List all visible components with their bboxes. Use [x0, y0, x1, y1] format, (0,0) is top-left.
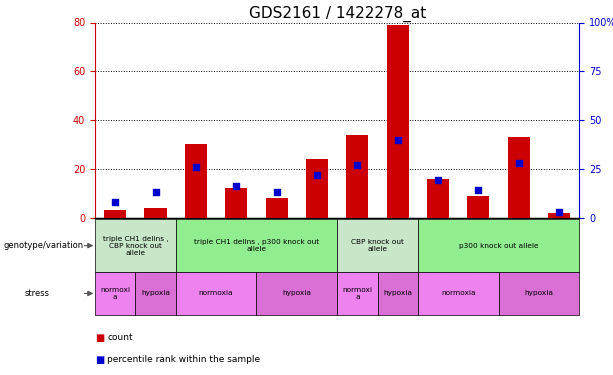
Text: hypoxia: hypoxia — [283, 290, 311, 296]
Point — [433, 177, 443, 183]
Point — [393, 136, 403, 142]
Text: hypoxia: hypoxia — [525, 290, 554, 296]
Bar — [467, 196, 490, 217]
Point — [312, 172, 322, 178]
Point — [191, 164, 201, 170]
Bar — [185, 144, 207, 218]
Point — [554, 209, 564, 214]
Text: CBP knock out
allele: CBP knock out allele — [351, 239, 404, 252]
Bar — [265, 198, 287, 217]
Point — [151, 189, 161, 195]
Text: genotype/variation: genotype/variation — [3, 241, 83, 250]
Text: count: count — [107, 333, 133, 342]
Bar — [145, 208, 167, 218]
Text: normoxia: normoxia — [441, 290, 476, 296]
Bar — [427, 178, 449, 218]
Bar — [387, 25, 409, 218]
Text: stress: stress — [25, 289, 50, 298]
Bar — [346, 135, 368, 218]
Text: normoxi
a: normoxi a — [342, 287, 372, 300]
Text: triple CH1 delins , p300 knock out
allele: triple CH1 delins , p300 knock out allel… — [194, 239, 319, 252]
Bar — [104, 210, 126, 218]
Text: hypoxia: hypoxia — [141, 290, 170, 296]
Text: p300 knock out allele: p300 knock out allele — [459, 243, 538, 249]
Text: triple CH1 delins ,
CBP knock out
allele: triple CH1 delins , CBP knock out allele — [102, 236, 168, 256]
Bar — [548, 213, 570, 217]
Bar — [508, 137, 530, 218]
Bar — [225, 188, 248, 218]
Text: hypoxia: hypoxia — [383, 290, 412, 296]
Point — [272, 189, 281, 195]
Text: percentile rank within the sample: percentile rank within the sample — [107, 356, 261, 364]
Point — [352, 162, 362, 168]
Text: normoxia: normoxia — [199, 290, 234, 296]
Point — [231, 183, 241, 189]
Point — [473, 187, 483, 193]
Text: ■: ■ — [95, 333, 104, 342]
Bar — [306, 159, 328, 218]
Text: ■: ■ — [95, 355, 104, 365]
Text: normoxi
a: normoxi a — [100, 287, 130, 300]
Point — [110, 199, 120, 205]
Title: GDS2161 / 1422278_at: GDS2161 / 1422278_at — [248, 6, 426, 22]
Point — [514, 160, 524, 166]
